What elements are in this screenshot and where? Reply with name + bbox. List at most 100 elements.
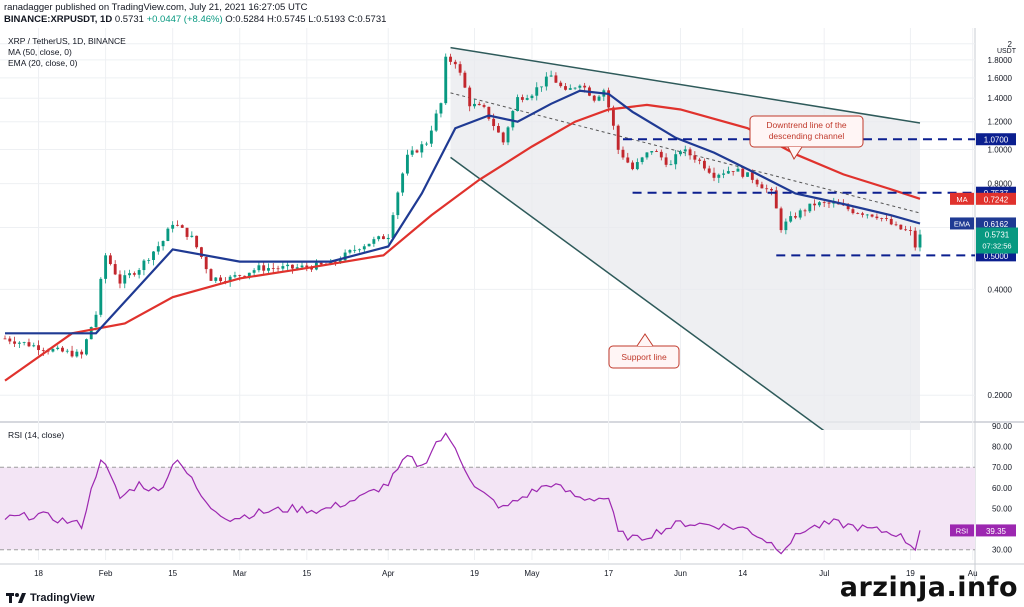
- level-price-label: 1.0700: [984, 136, 1009, 145]
- candle-body: [760, 184, 764, 189]
- candle-body: [209, 269, 213, 281]
- candle-body: [741, 168, 745, 177]
- candle-body: [492, 118, 496, 127]
- candle-body: [846, 205, 850, 210]
- candle-body: [17, 342, 21, 344]
- candle-body: [65, 350, 69, 352]
- x-tick-label: 17: [604, 569, 613, 578]
- support-callout-text: Support line: [621, 352, 667, 362]
- candle-body: [118, 274, 122, 284]
- candle-body: [204, 256, 208, 270]
- downtrend-callout-pointer: [787, 146, 803, 160]
- candle-body: [300, 265, 304, 268]
- candle-body: [501, 132, 505, 143]
- candle-body: [913, 230, 917, 248]
- candle-body: [482, 105, 486, 107]
- ema-price-label: 0.6162: [984, 220, 1009, 229]
- candle-body: [597, 96, 601, 101]
- chart-title: XRP / TetherUS, 1D, BINANCE: [8, 36, 126, 46]
- rsi-legend: RSI (14, close): [8, 430, 64, 440]
- candle-body: [516, 97, 520, 112]
- y-tick-label: 1.2000: [988, 118, 1013, 127]
- candle-body: [343, 252, 347, 261]
- candle-body: [396, 192, 400, 216]
- x-tick-label: 19: [470, 569, 479, 578]
- candle-body: [755, 179, 759, 185]
- candle-body: [544, 76, 548, 87]
- candle-body: [899, 224, 903, 230]
- x-tick-label: 15: [302, 569, 311, 578]
- candle-body: [774, 190, 778, 209]
- candle-body: [463, 72, 467, 88]
- candle-body: [405, 154, 409, 174]
- candle-body: [683, 149, 687, 152]
- candle-body: [80, 351, 84, 355]
- open-value: O:0.5284: [225, 14, 265, 25]
- candle-body: [358, 249, 361, 251]
- candle-body: [468, 87, 472, 107]
- candle-body: [650, 151, 654, 153]
- y-tick-label: 2: [1008, 40, 1013, 49]
- ema-legend: EMA (20, close, 0): [8, 58, 78, 68]
- candle-body: [286, 264, 290, 267]
- candle-body: [161, 241, 165, 247]
- candle-body: [401, 173, 405, 193]
- y-tick-label: 1.8000: [988, 56, 1013, 65]
- candle-body: [51, 349, 55, 352]
- candle-body: [573, 87, 577, 89]
- candle-body: [559, 82, 563, 87]
- candle-body: [808, 203, 812, 212]
- candle-body: [856, 213, 860, 214]
- candle-body: [319, 262, 323, 265]
- candle-body: [429, 130, 433, 144]
- rsi-line: [4, 432, 921, 555]
- rsi-y-tick-label: 30.00: [992, 546, 1013, 555]
- candle-body: [238, 275, 242, 276]
- candle-body: [295, 267, 299, 269]
- level-price-tag: [976, 133, 1016, 146]
- candle-body: [861, 213, 864, 215]
- candle-body: [679, 151, 682, 155]
- candle-body: [252, 270, 256, 273]
- candle-body: [765, 188, 769, 190]
- candle-body: [674, 154, 678, 165]
- candle-body: [262, 265, 266, 271]
- last-price-label: 0.5731: [985, 231, 1010, 240]
- candle-body: [611, 107, 615, 126]
- candle-body: [61, 347, 64, 352]
- candle-body: [520, 97, 524, 100]
- candle-body: [458, 64, 462, 73]
- candle-body: [731, 171, 735, 172]
- candle-body: [746, 172, 749, 177]
- candle-body: [32, 345, 36, 347]
- candle-body: [410, 150, 414, 155]
- candle-body: [75, 351, 79, 357]
- rsi-y-tick-label: 50.00: [992, 504, 1013, 513]
- candle-body: [736, 168, 740, 172]
- channel-lower-line: [450, 156, 825, 430]
- y-tick-label: 1.4000: [988, 94, 1013, 103]
- candle-body: [276, 268, 280, 270]
- candle-body: [391, 215, 395, 238]
- x-tick-label: Apr: [382, 569, 395, 578]
- candle-body: [659, 151, 663, 158]
- candle-body: [794, 216, 797, 218]
- candle-body: [37, 345, 40, 351]
- candle-body: [147, 259, 151, 261]
- candle-body: [813, 203, 817, 206]
- candle-body: [549, 75, 553, 77]
- candle-body: [889, 218, 893, 225]
- rsi-band-fill: [0, 467, 975, 550]
- candle-body: [372, 239, 376, 244]
- candle-body: [669, 164, 673, 166]
- x-tick-label: Feb: [99, 569, 113, 578]
- candle-body: [228, 276, 232, 282]
- countdown-timer: 07:32:56: [982, 242, 1011, 251]
- x-tick-label: Au: [968, 569, 978, 578]
- candle-body: [94, 314, 98, 328]
- candle-body: [779, 208, 783, 231]
- symbol-ohlc-line: BINANCE:XRPUSDT, 1D 0.5731 +0.0447 (+8.4…: [4, 14, 386, 25]
- candle-body: [290, 264, 294, 269]
- candle-body: [822, 202, 826, 204]
